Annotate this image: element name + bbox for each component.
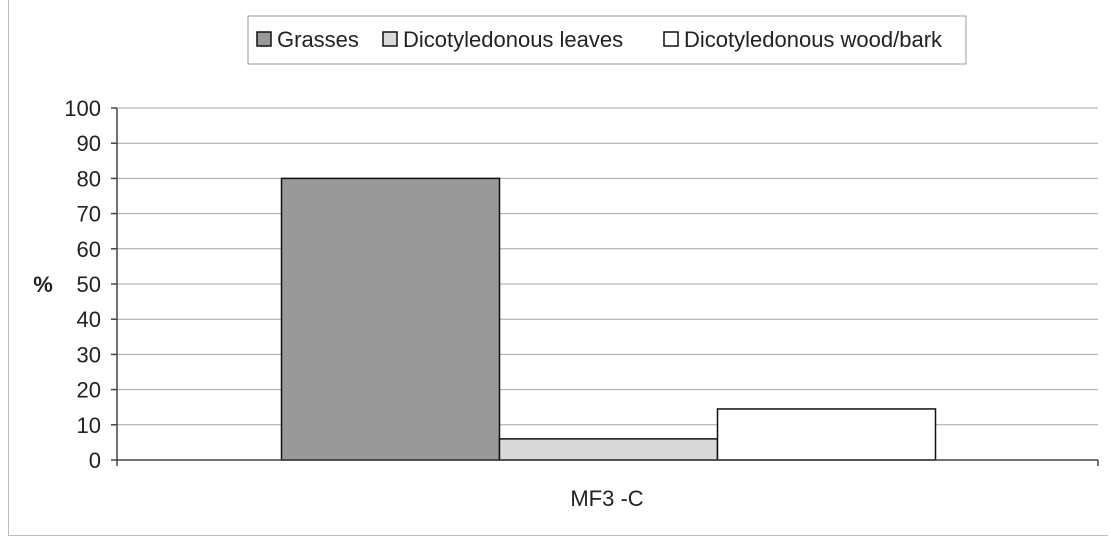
legend: Grasses Dicotyledonous leaves Dicotyledono… (247, 15, 967, 65)
y-tick-label: 10 (77, 413, 101, 438)
bar-dicotyledonous-wood-bark (716, 408, 937, 461)
x-category-label: MF3 -C (570, 486, 643, 511)
bar-dicotyledonous-leaves (498, 438, 719, 461)
legend-frame (247, 15, 967, 65)
y-axis-label: % (33, 272, 53, 297)
gridlines (117, 107, 1098, 426)
y-tick-label: 80 (77, 166, 101, 191)
y-tick-label: 40 (77, 307, 101, 332)
y-tick-label: 70 (77, 202, 101, 227)
legend-label-dicotyledonous-wood-bark: Dicotyledonous wood/bark (684, 27, 943, 52)
y-tick-label: 0 (89, 448, 101, 473)
y-tick-label: 20 (77, 378, 101, 403)
legend-swatch-dicotyledonous-wood-bark (663, 31, 679, 47)
bar-grasses (280, 177, 501, 461)
legend-label-grasses: Grasses (277, 27, 359, 52)
legend-swatch-grasses (256, 31, 272, 47)
y-tick-label: 60 (77, 237, 101, 262)
y-axis-ticks: 0 10 20 30 40 50 60 70 80 90 100 (64, 96, 117, 473)
bars (280, 177, 937, 461)
y-tick-label: 50 (77, 272, 101, 297)
chart-frame (8, 0, 1108, 536)
y-tick-label: 30 (77, 342, 101, 367)
legend-swatch-dicotyledonous-leaves (382, 31, 398, 47)
y-tick-label: 90 (77, 131, 101, 156)
y-tick-label: 100 (64, 96, 101, 121)
legend-label-dicotyledonous-leaves: Dicotyledonous leaves (403, 27, 623, 52)
